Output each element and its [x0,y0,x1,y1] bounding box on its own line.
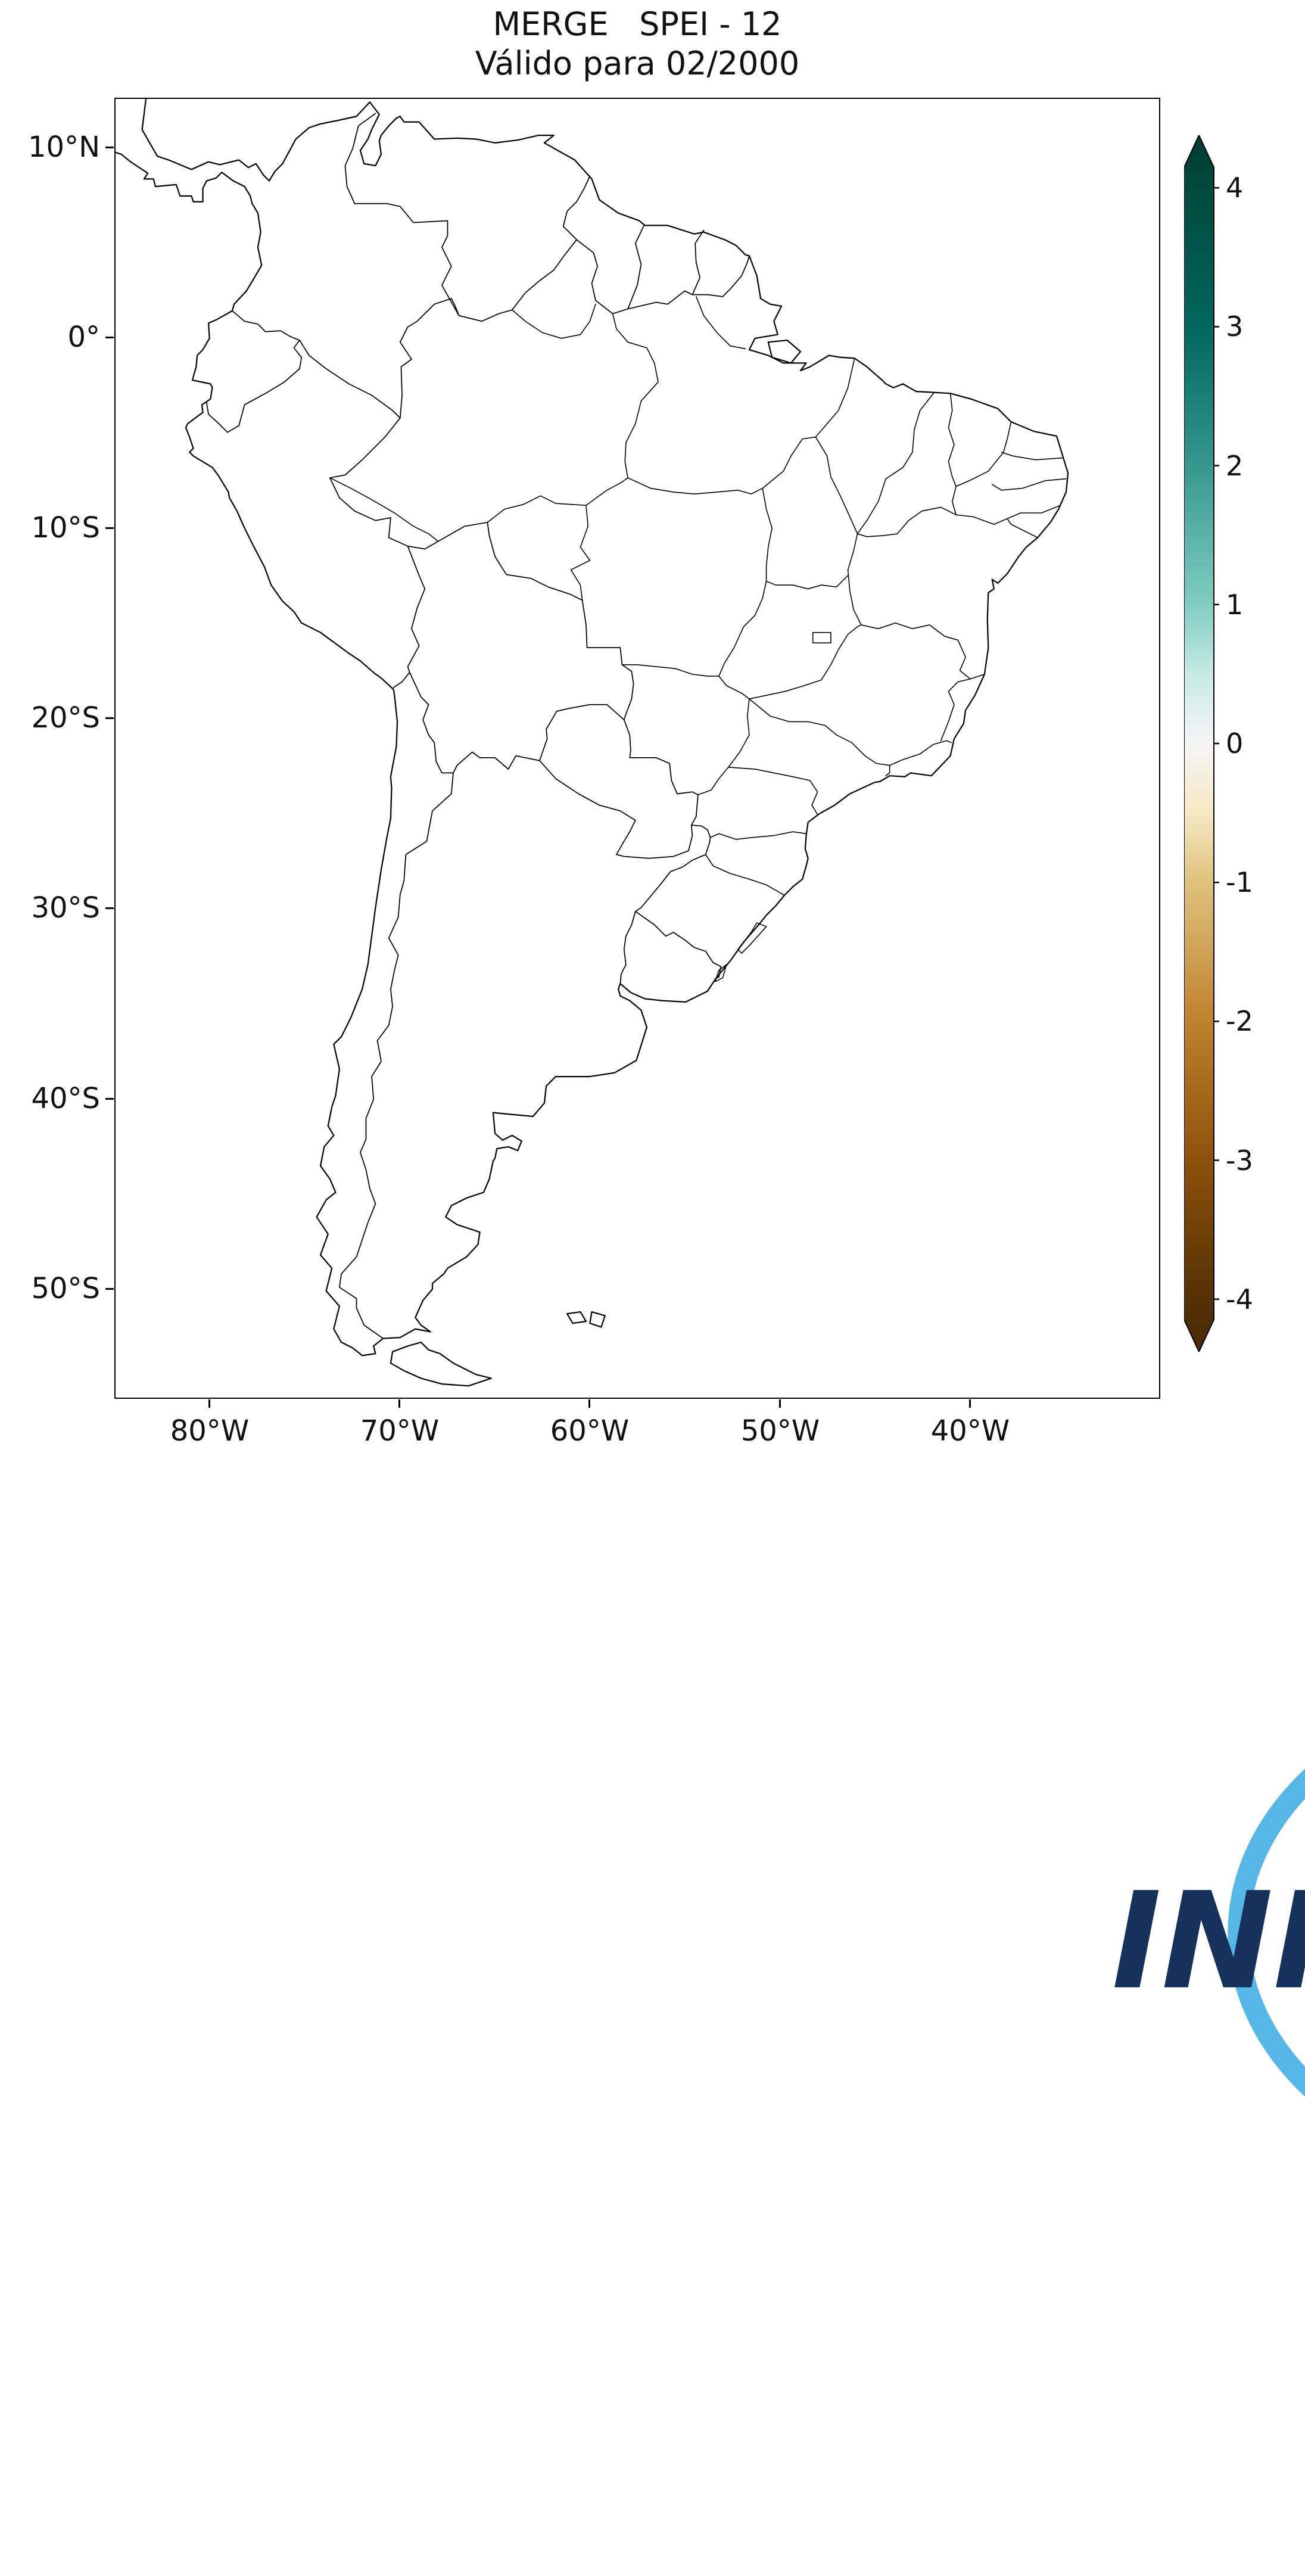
x-tick-label: 70°W [360,1414,440,1448]
colorbar-tick-label: 4 [1226,172,1244,204]
y-tick-label: 20°S [31,701,100,735]
colorbar-tick-label: 3 [1226,310,1244,343]
colorbar [1184,135,1219,1352]
y-tick-mark [105,337,114,338]
country-borders [206,113,750,1339]
x-tick-mark [779,1399,781,1408]
colorbar-tick-label: -4 [1226,1283,1253,1315]
y-tick-label: 30°S [31,891,100,925]
map-svg [116,99,1069,1387]
y-tick-label: 10°N [28,130,100,164]
colorbar-tick-label: 2 [1226,450,1244,482]
x-tick-label: 80°W [170,1414,250,1448]
colorbar-tick-label: 1 [1226,589,1244,621]
y-tick-label: 40°S [31,1082,100,1115]
y-tick-mark [105,527,114,529]
y-tick-mark [105,907,114,909]
colorbar-tick-label: -2 [1226,1005,1253,1037]
colorbar-tick-marks [1214,186,1219,1301]
figure: MERGE SPEI - 12 Válido para 02/2000 10°N… [28,5,1305,2097]
x-tick-mark [588,1399,590,1408]
x-tick-mark [208,1399,210,1408]
y-tick-label: 50°S [31,1272,100,1305]
y-tick-label: 0° [67,321,100,354]
x-tick-mark [398,1399,400,1408]
colorbar-tick-label: 0 [1226,727,1244,760]
chart-title-line2: Válido para 02/2000 [475,45,800,82]
map-plot-area: INPE [114,98,1305,2097]
x-tick-label: 50°W [740,1414,820,1448]
x-tick-label: 60°W [550,1414,630,1448]
logo-text: INPE [1112,1863,1305,2019]
y-tick-mark [105,147,114,148]
y-tick-mark [105,717,114,719]
state-borders [329,296,1067,896]
colorbar-tick-label: -1 [1226,866,1253,898]
x-tick-label: 40°W [930,1414,1010,1448]
islands [390,340,802,1387]
colorbar-gradient [1184,135,1214,1352]
colorbar-tick-label: -3 [1226,1144,1253,1177]
y-tick-mark [105,1288,114,1290]
chart-title: MERGE SPEI - 12 Válido para 02/2000 [114,5,1160,83]
chart-title-line1: MERGE SPEI - 12 [493,5,782,43]
lagoons [714,922,767,982]
x-tick-mark [969,1399,971,1408]
y-tick-label: 10°S [31,511,100,545]
inpe-logo: INPE [1112,1768,1305,2097]
y-tick-mark [105,1098,114,1100]
coastline [116,99,1069,1357]
